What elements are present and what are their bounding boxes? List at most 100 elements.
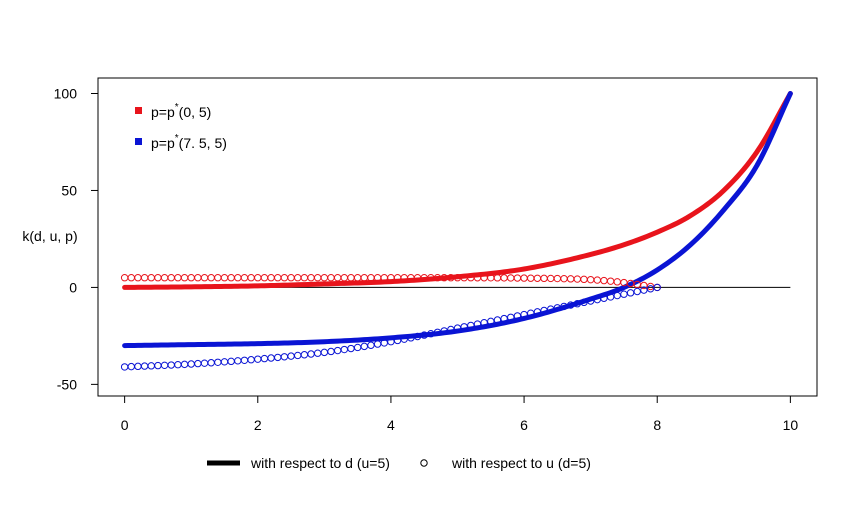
data-point	[640, 286, 648, 294]
data-point	[513, 274, 522, 282]
data-point	[540, 306, 548, 315]
data-point	[140, 362, 149, 370]
data-point	[626, 289, 635, 297]
data-point	[573, 300, 582, 308]
data-point	[646, 285, 655, 293]
data-point	[134, 362, 142, 371]
data-point	[573, 275, 582, 283]
data-point	[234, 274, 242, 282]
series-circles-blue_u	[120, 283, 661, 371]
data-point	[593, 276, 602, 284]
x-tick-label: 0	[121, 417, 129, 433]
data-point	[240, 274, 249, 282]
data-point	[187, 360, 195, 368]
data-point	[247, 356, 255, 364]
data-point	[120, 274, 129, 282]
data-point	[214, 274, 222, 282]
data-point	[500, 274, 508, 282]
data-point	[307, 274, 315, 282]
series-line-blue_d	[122, 91, 793, 349]
x-tick-label: 6	[520, 417, 528, 433]
series-line-red_d	[122, 91, 793, 290]
legend-line-label: with respect to d (u=5)	[250, 455, 390, 471]
data-point	[320, 348, 329, 357]
data-point	[580, 298, 588, 307]
y-tick-label: 0	[69, 279, 77, 295]
data-point	[340, 345, 349, 354]
data-point	[294, 351, 302, 360]
data-point	[194, 359, 202, 368]
data-point	[187, 274, 195, 282]
data-point	[260, 354, 269, 363]
data-point	[480, 319, 488, 327]
data-point	[560, 274, 568, 283]
data-point	[267, 354, 275, 362]
data-point	[174, 361, 182, 369]
data-point	[553, 304, 562, 312]
legend-circle-label: with respect to u (d=5)	[451, 455, 591, 471]
data-point	[566, 275, 575, 283]
data-point	[407, 334, 415, 342]
x-tick-label: 8	[653, 417, 661, 433]
data-point	[507, 274, 515, 282]
data-point	[200, 274, 209, 282]
data-point	[613, 278, 621, 286]
data-point	[287, 274, 295, 282]
legend-circle-marker	[420, 459, 428, 467]
data-point	[287, 352, 295, 360]
data-point	[527, 274, 535, 282]
data-point	[586, 297, 595, 305]
y-axis: -50 0 50 100	[54, 86, 99, 392]
data-point	[453, 324, 462, 332]
data-point	[140, 274, 149, 282]
data-point	[147, 362, 155, 370]
data-point	[207, 359, 215, 367]
x-tick-label: 10	[783, 417, 799, 433]
data-point	[333, 274, 342, 282]
data-point	[294, 274, 302, 282]
data-point	[507, 313, 515, 321]
data-point	[313, 349, 322, 357]
data-point	[580, 275, 588, 284]
data-point	[360, 274, 368, 282]
data-point	[540, 274, 548, 283]
y-tick-label: -50	[57, 376, 77, 392]
y-tick-label: 100	[54, 86, 78, 102]
data-point	[274, 353, 282, 362]
plot-frame	[97, 77, 818, 397]
data-point	[500, 314, 508, 323]
data-point	[520, 310, 528, 319]
data-point	[200, 359, 209, 367]
data-point	[280, 274, 289, 282]
data-point	[167, 361, 175, 369]
data-point	[333, 346, 342, 355]
data-point	[400, 335, 408, 343]
data-point	[307, 350, 315, 358]
data-point	[600, 276, 608, 285]
legend-top-entry-blue: p=p*(7. 5, 5)	[135, 133, 227, 151]
data-point	[553, 274, 562, 283]
data-point	[566, 301, 575, 309]
data-point	[440, 327, 448, 335]
legend-bottom: with respect to d (u=5) with respect to …	[207, 455, 591, 471]
data-point	[513, 312, 522, 320]
data-point	[593, 295, 602, 304]
data-point	[127, 362, 135, 371]
data-point	[300, 351, 309, 359]
data-point	[613, 291, 621, 300]
data-point	[327, 274, 335, 282]
x-tick-label: 4	[387, 417, 395, 433]
data-point	[360, 342, 368, 351]
data-point	[167, 274, 175, 282]
data-point	[527, 309, 535, 317]
data-point	[227, 274, 235, 282]
data-point	[606, 293, 615, 301]
data-point	[154, 361, 162, 370]
data-point	[174, 274, 182, 282]
x-axis: 0 2 4 6 8 10	[121, 395, 799, 433]
data-point	[254, 274, 262, 282]
data-point	[620, 290, 628, 298]
legend-top-entry-red: p=p*(0, 5)	[135, 102, 211, 120]
data-point	[180, 360, 189, 369]
data-point	[340, 274, 349, 282]
